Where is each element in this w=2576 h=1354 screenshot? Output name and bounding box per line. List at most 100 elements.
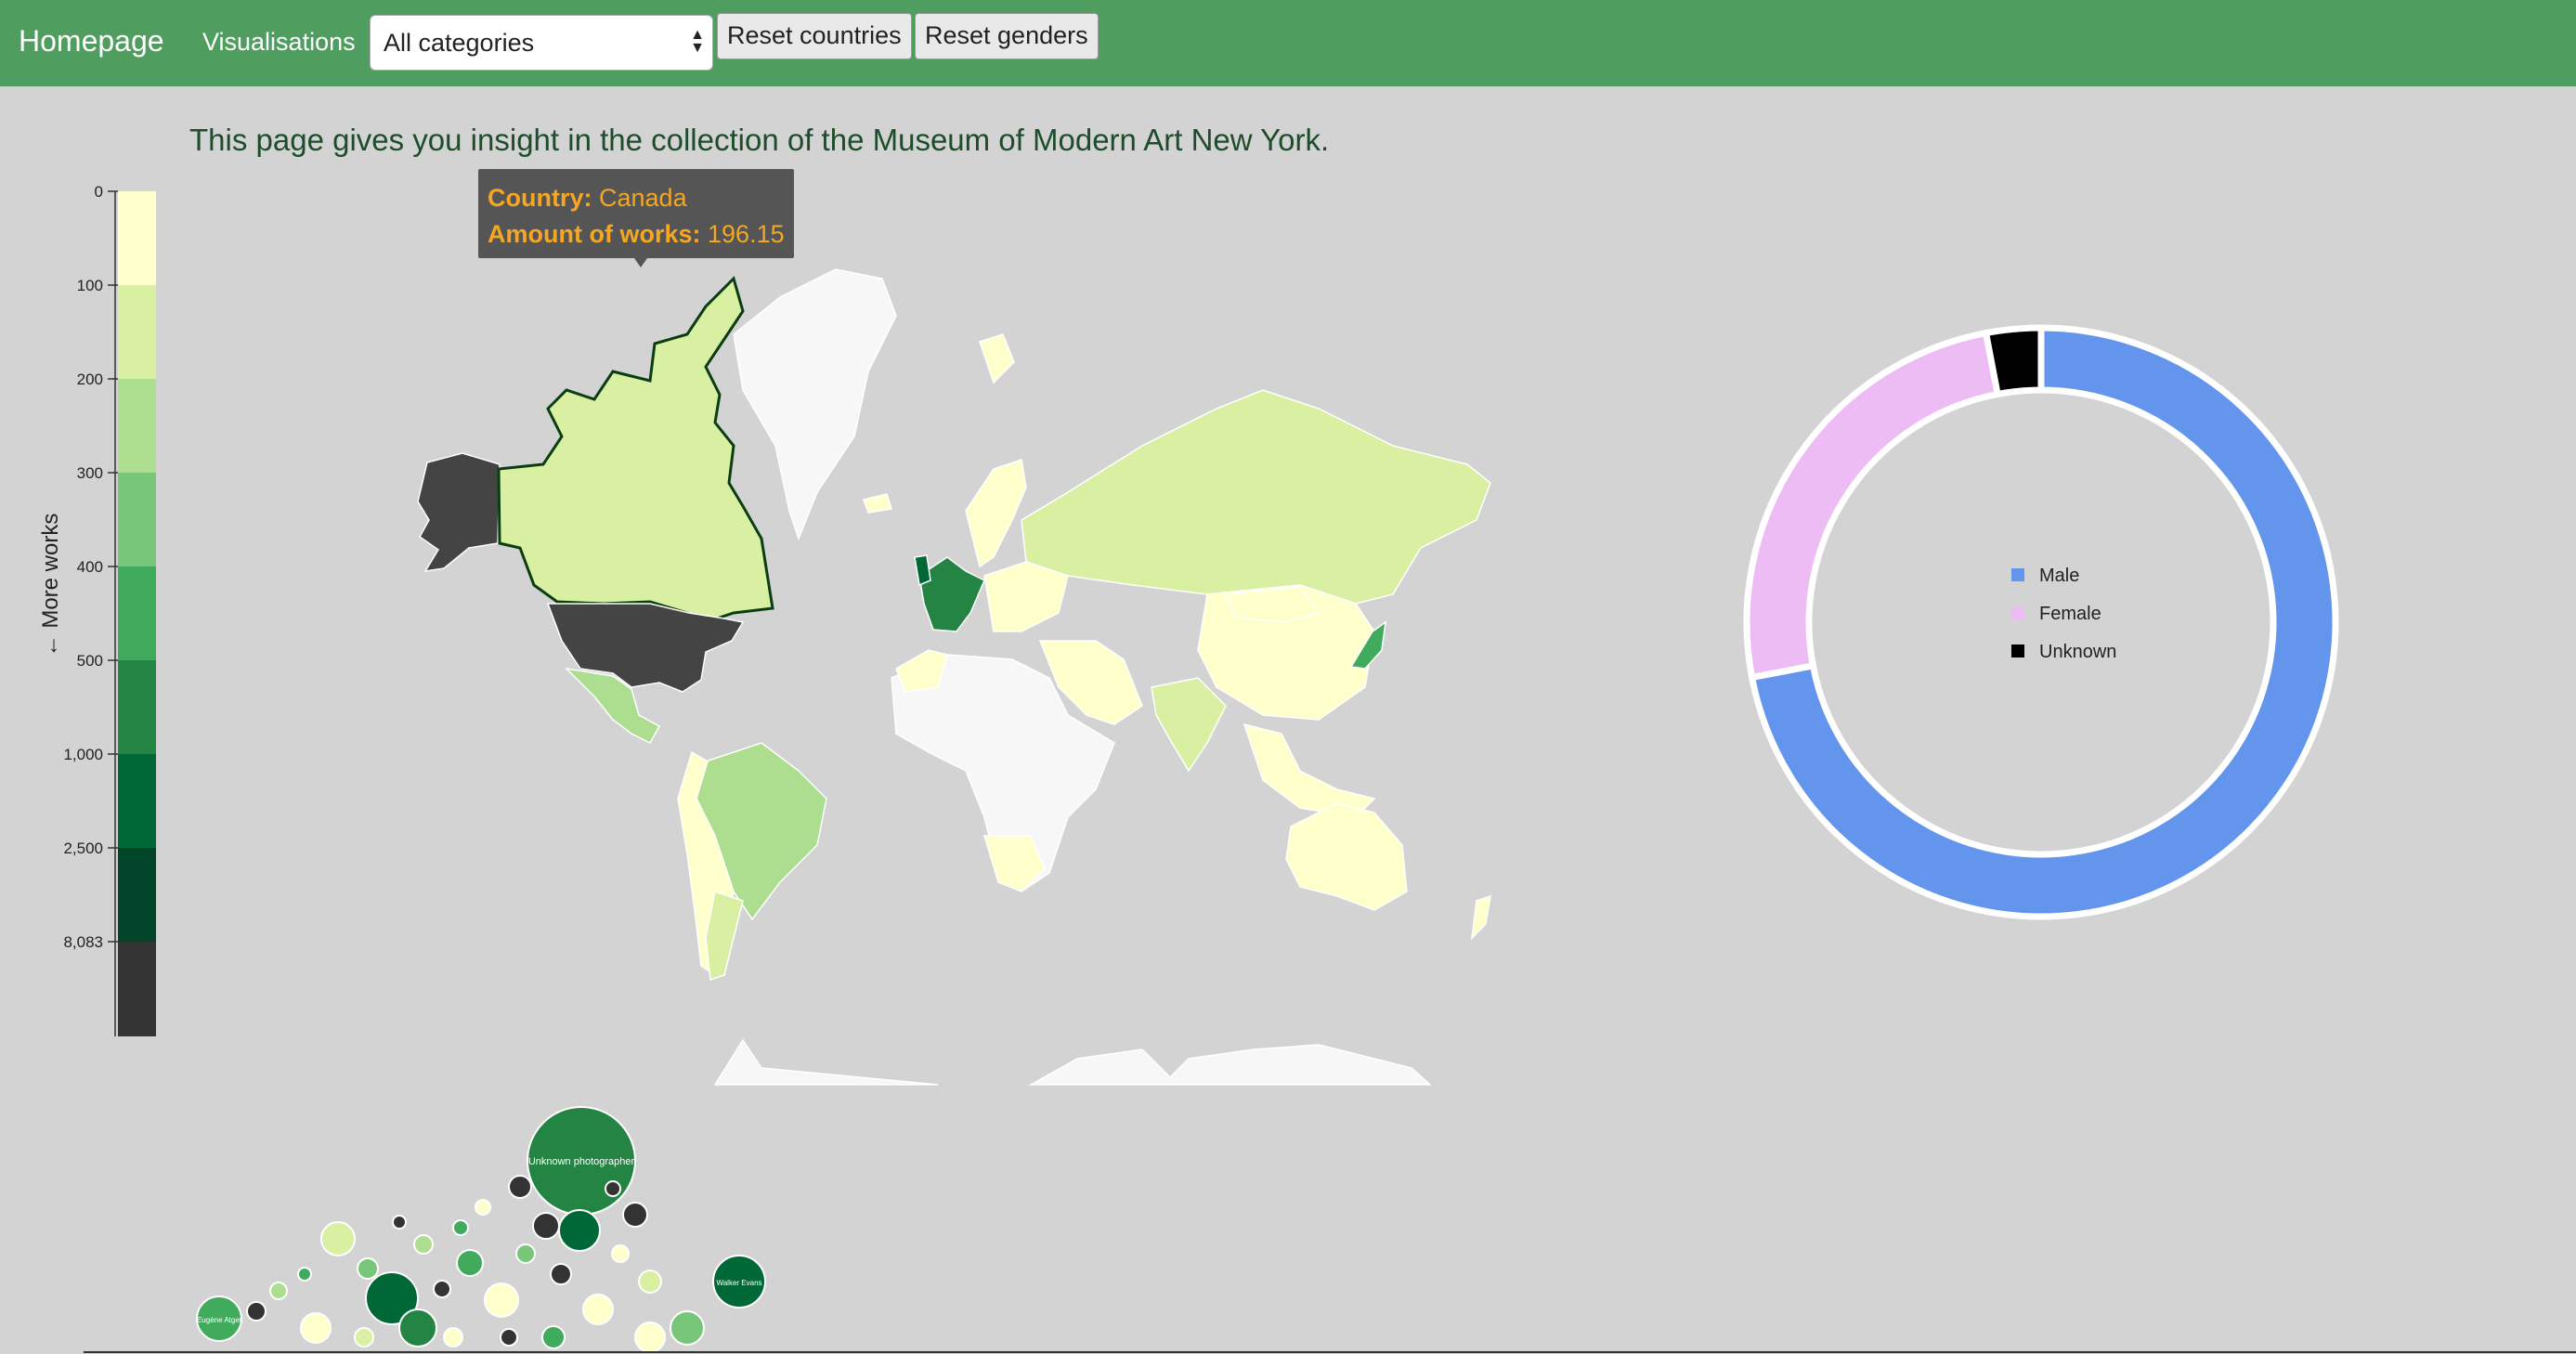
reset-genders-button[interactable]: Reset genders [915, 13, 1099, 59]
scale-tick-label: 400 [77, 558, 103, 576]
category-select[interactable]: All categories ▲ ▼ [370, 15, 713, 71]
visualisations-link[interactable]: Visualisations [202, 28, 356, 56]
tooltip-works-value: 196.15 [708, 220, 785, 248]
country-uk[interactable] [914, 554, 931, 587]
bubble[interactable] [452, 1219, 469, 1236]
bubble[interactable] [398, 1308, 437, 1347]
scale-axis-label: ← More works [38, 514, 63, 657]
legend-swatch-male [2011, 568, 2024, 581]
bubble-label: Walker Evans [716, 1279, 761, 1287]
donut-slice-female[interactable] [1743, 329, 2002, 682]
country-europe-west[interactable] [918, 556, 985, 632]
scale-tick-label: 2,500 [63, 840, 103, 857]
bubble[interactable] [246, 1301, 267, 1321]
donut-slice-unknown[interactable] [1982, 324, 2045, 398]
bubble[interactable] [541, 1325, 566, 1349]
scale-tick-label: 0 [95, 183, 103, 201]
country-southeast-asia[interactable] [1242, 723, 1376, 818]
bubble[interactable] [532, 1212, 560, 1240]
country-antarctica[interactable] [713, 1038, 1432, 1086]
reset-countries-button[interactable]: Reset countries [717, 13, 912, 59]
bubble[interactable] [365, 1271, 419, 1325]
country-alaska[interactable] [417, 452, 501, 572]
country-argentina[interactable] [705, 891, 744, 982]
bubble[interactable] [558, 1209, 601, 1252]
legend-label-unknown: Unknown [2039, 642, 2116, 662]
country-mongolia[interactable] [1224, 586, 1321, 623]
bubble[interactable] [354, 1327, 374, 1347]
legend-label-female: Female [2039, 604, 2101, 624]
legend-swatch-female [2011, 606, 2024, 619]
tooltip-country-label: Country: [488, 184, 592, 212]
bubble-label: Unknown photographer [528, 1156, 635, 1167]
legend-label-male: Male [2039, 566, 2079, 586]
bubble[interactable] [357, 1257, 379, 1280]
bubble[interactable] [515, 1243, 536, 1264]
bubble[interactable] [638, 1269, 662, 1294]
tooltip-works-row: Amount of works: 196.15 [488, 216, 794, 253]
bubble[interactable] [484, 1282, 519, 1318]
country-east-europe[interactable] [983, 561, 1069, 632]
scale-tick-label: 100 [77, 277, 103, 294]
country-greenland[interactable] [733, 268, 897, 541]
bubble[interactable] [611, 1244, 630, 1263]
country-africa[interactable] [891, 654, 1115, 892]
scale-swatch-1 [118, 191, 156, 285]
bubble[interactable] [433, 1280, 451, 1298]
bubble[interactable] [269, 1282, 288, 1300]
scale-swatch-9 [118, 942, 156, 1036]
country-north-africa[interactable] [895, 649, 948, 693]
bubble[interactable] [443, 1327, 463, 1347]
country-svalbard[interactable] [979, 333, 1015, 384]
country-middle-east[interactable] [1038, 640, 1143, 725]
country-australia[interactable] [1285, 802, 1408, 911]
donut-slice-male[interactable] [1748, 324, 2339, 920]
world-map[interactable] [417, 268, 1491, 1086]
category-select-value: All categories [384, 29, 535, 57]
country-usa[interactable] [546, 603, 745, 693]
scale-tick-label: 500 [77, 652, 103, 670]
bubble[interactable] [622, 1202, 648, 1228]
intro-text: This page gives you insight in the colle… [189, 123, 1330, 157]
scale-tick-label: 1,000 [63, 746, 103, 763]
bubble[interactable] [500, 1328, 518, 1347]
bubble[interactable] [582, 1294, 614, 1325]
bubble[interactable] [670, 1310, 705, 1346]
tooltip-works-label: Amount of works: [488, 220, 701, 248]
homepage-link[interactable]: Homepage [19, 24, 164, 58]
country-new-zealand[interactable] [1470, 894, 1491, 941]
bubble[interactable] [456, 1249, 484, 1277]
bubble[interactable] [300, 1312, 332, 1344]
bubble[interactable] [605, 1180, 621, 1197]
bubble[interactable] [320, 1221, 356, 1256]
bubble[interactable] [475, 1199, 491, 1216]
scale-tick-label: 8,083 [63, 933, 103, 951]
country-scandinavia[interactable] [965, 459, 1027, 568]
artist-bubble-chart[interactable]: Unknown photographer Walker Evans Eugène… [196, 1106, 766, 1353]
country-south-africa[interactable] [982, 835, 1046, 892]
scale-swatch-2 [118, 285, 156, 379]
bubble[interactable] [392, 1215, 407, 1230]
country-japan[interactable] [1349, 620, 1386, 670]
bubble-walker-evans[interactable] [712, 1255, 766, 1308]
bubble-label: Eugène Atget [197, 1316, 242, 1324]
scale-tick-label: 200 [77, 371, 103, 388]
country-iceland[interactable] [863, 493, 892, 514]
color-scale-legend: 0 100 200 300 400 500 1,000 2,500 8,083 … [38, 183, 156, 1036]
bubble-eugene-atget[interactable] [196, 1295, 242, 1342]
bubble[interactable] [413, 1234, 434, 1255]
bubble[interactable] [550, 1263, 572, 1285]
gender-donut-chart[interactable] [1743, 324, 2339, 920]
country-russia[interactable] [1021, 389, 1491, 605]
country-canada[interactable] [497, 276, 774, 624]
bubble[interactable] [634, 1321, 666, 1353]
bubble[interactable] [508, 1175, 532, 1199]
scale-swatch-7 [118, 754, 156, 848]
tooltip-country-row: Country: Canada [488, 180, 794, 216]
country-india[interactable] [1151, 677, 1227, 773]
bubble[interactable] [297, 1267, 312, 1282]
country-mexico[interactable] [564, 667, 661, 744]
scale-swatch-3 [118, 379, 156, 473]
scale-ticks: 0 100 200 300 400 500 1,000 2,500 8,083 [63, 183, 118, 951]
